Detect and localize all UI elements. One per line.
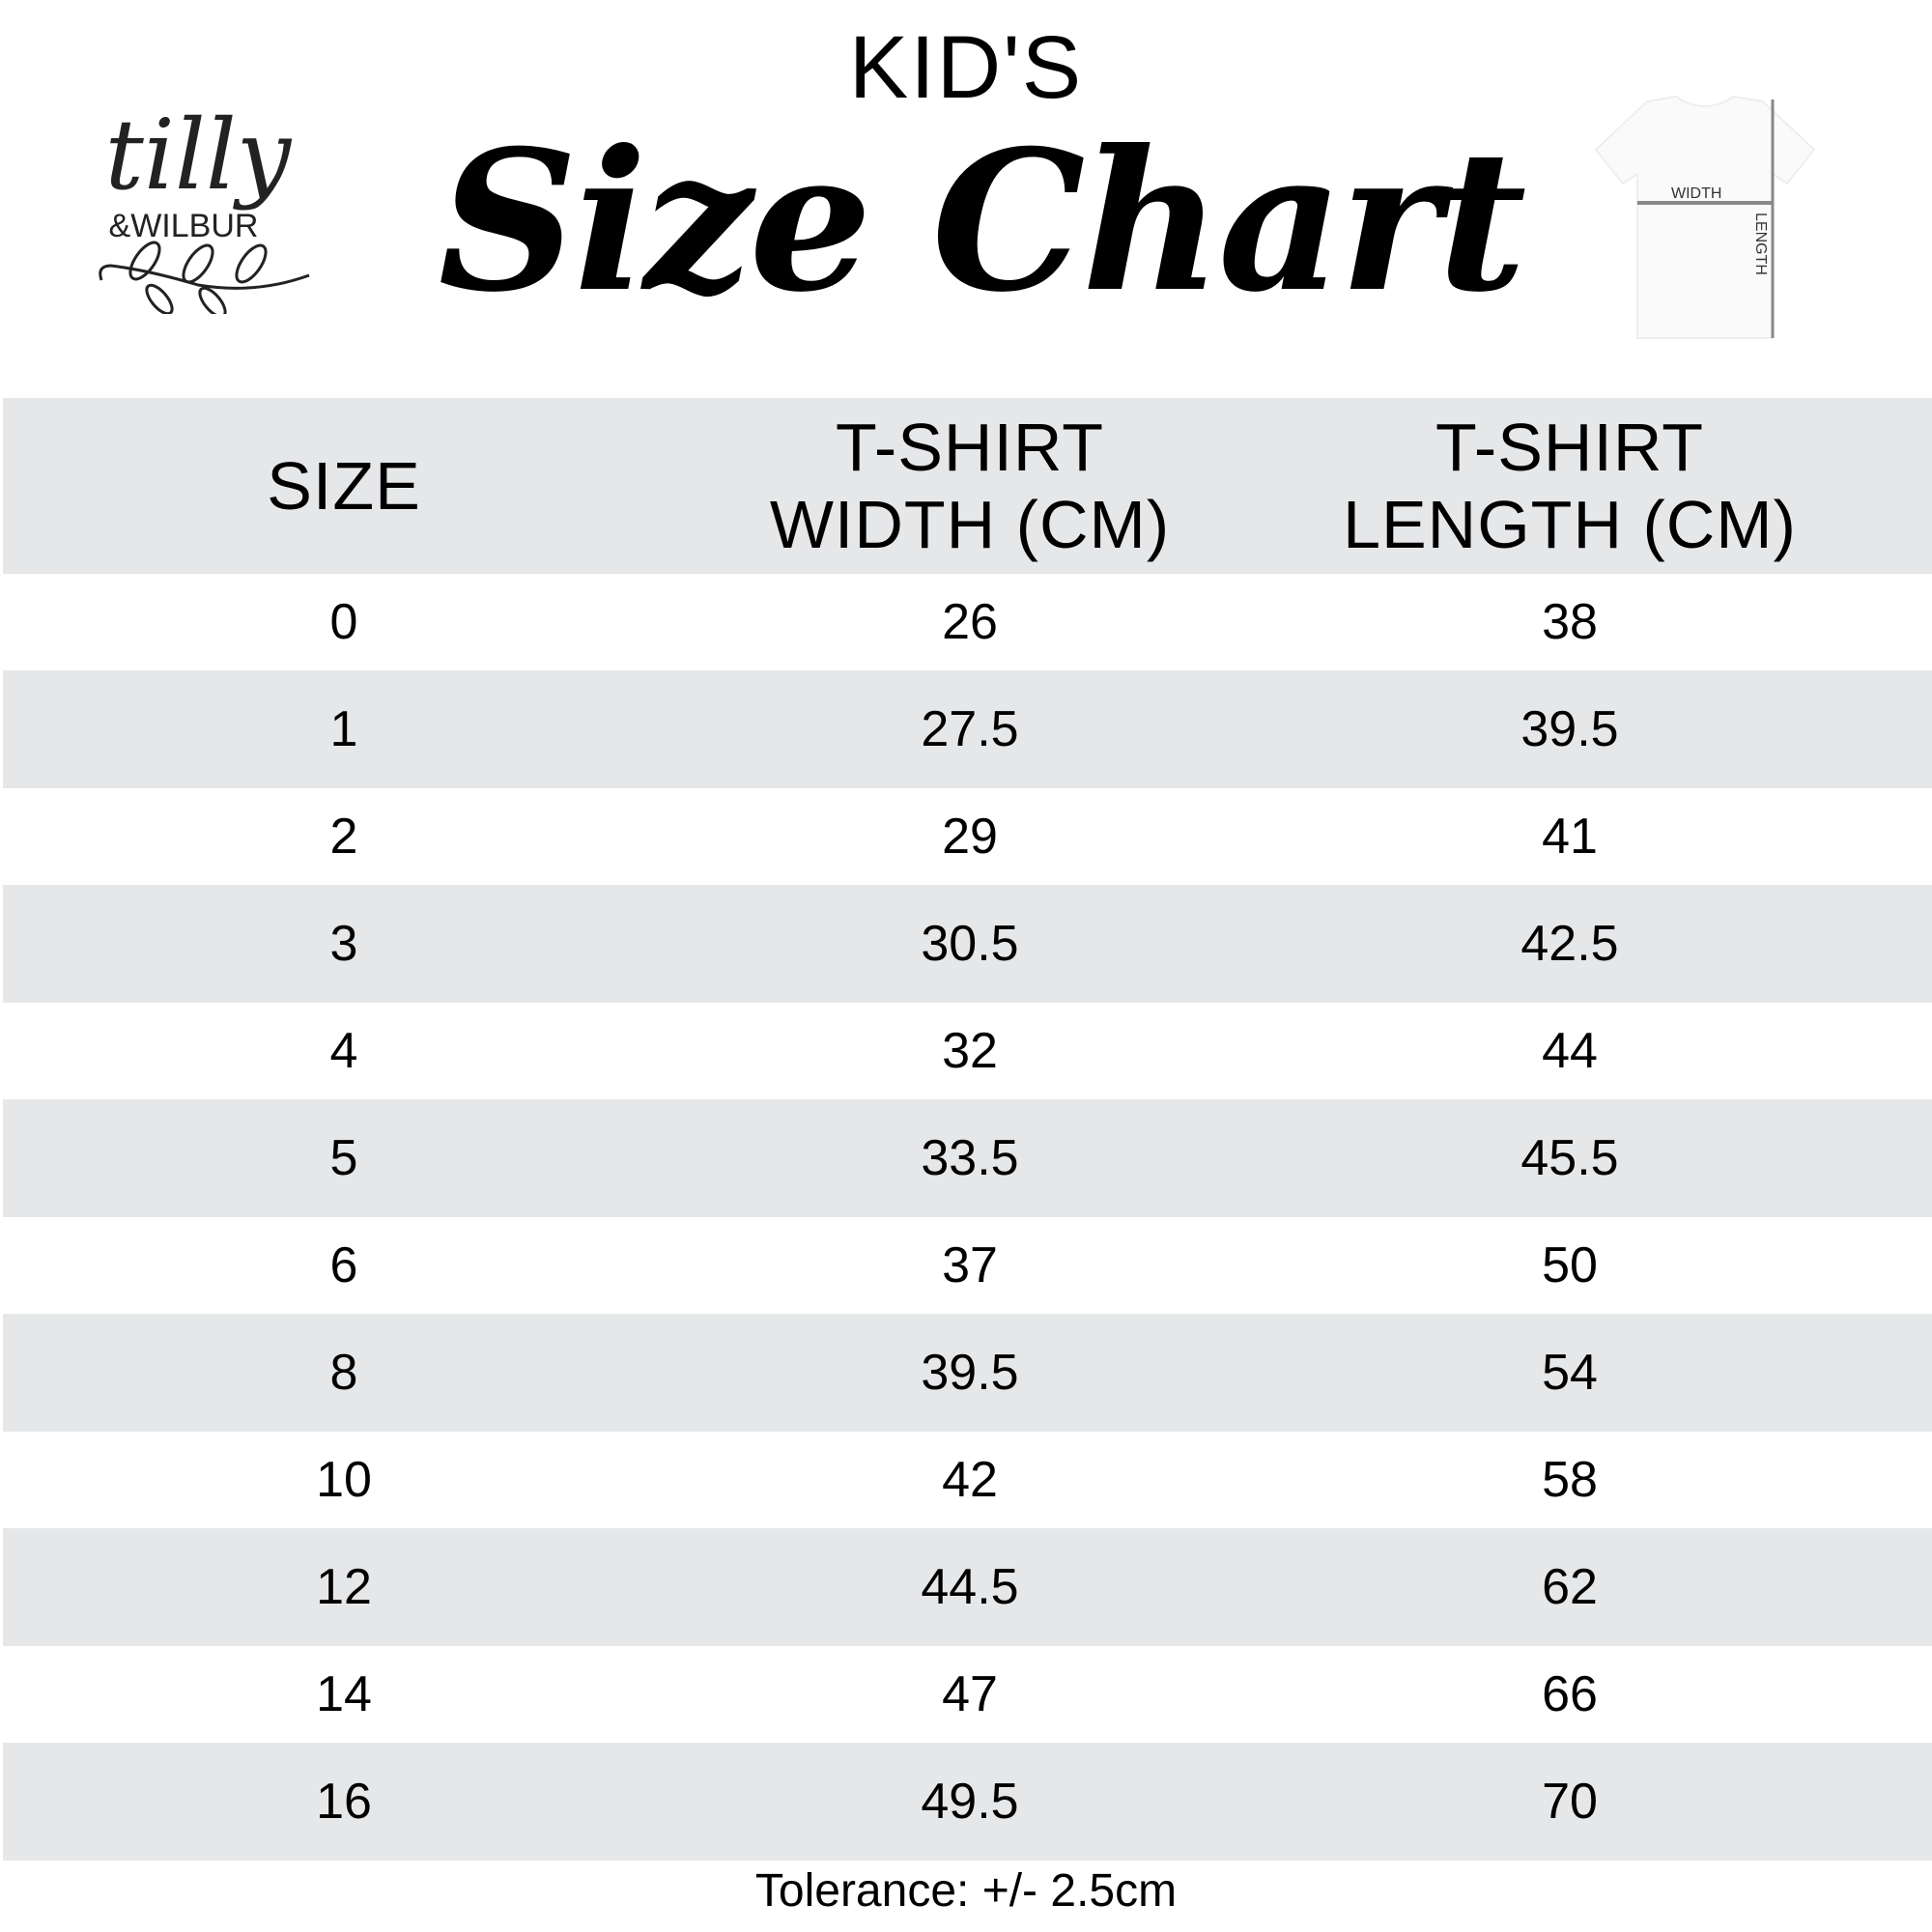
- width-label: WIDTH: [1671, 185, 1721, 202]
- table-row: 1 27.5 39.5: [3, 670, 1932, 788]
- logo-text-wilbur: &WILBUR: [109, 208, 259, 244]
- size-cell: 1: [329, 701, 358, 757]
- table-row: 2 29 41: [3, 788, 1932, 885]
- table-row: 6 37 50: [3, 1217, 1932, 1314]
- length-cell: 38: [1542, 594, 1598, 650]
- width-cell: 33.5: [921, 1130, 1019, 1186]
- length-cell: 50: [1542, 1237, 1598, 1293]
- size-cell: 5: [329, 1130, 358, 1186]
- size-cell: 10: [316, 1452, 372, 1508]
- tshirt-diagram: WIDTH LENGTH: [1594, 95, 1816, 339]
- table-row: 0 26 38: [3, 574, 1932, 670]
- length-cell: 44: [1542, 1023, 1598, 1079]
- size-cell: 4: [329, 1023, 358, 1079]
- tolerance-note: Tolerance: +/- 2.5cm: [754, 1865, 1178, 1917]
- width-cell: 26: [942, 594, 998, 650]
- length-cell: 62: [1542, 1559, 1598, 1615]
- length-cell: 39.5: [1520, 701, 1619, 757]
- table-row: 12 44.5 62: [3, 1528, 1932, 1646]
- table-header: SIZE T-SHIRT WIDTH (CM) T-SHIRT LENGTH (…: [3, 398, 1932, 574]
- table-row: 16 49.5 70: [3, 1743, 1932, 1861]
- header-width-line2: WIDTH (CM): [769, 487, 1171, 562]
- table-row: 5 33.5 45.5: [3, 1099, 1932, 1217]
- length-cell: 66: [1542, 1666, 1598, 1722]
- leaf-branch-icon: [99, 241, 310, 314]
- length-cell: 70: [1542, 1774, 1598, 1830]
- width-cell: 47: [942, 1666, 998, 1722]
- width-cell: 32: [942, 1023, 998, 1079]
- header-width-line1: T-SHIRT: [836, 410, 1104, 485]
- table-row: 4 32 44: [3, 1003, 1932, 1099]
- width-cell: 30.5: [921, 916, 1019, 972]
- size-cell: 2: [329, 809, 358, 865]
- logo-text-tilly: tilly: [105, 99, 293, 212]
- width-cell: 29: [942, 809, 998, 865]
- width-cell: 49.5: [921, 1774, 1019, 1830]
- size-cell: 16: [316, 1774, 372, 1830]
- width-cell: 37: [942, 1237, 998, 1293]
- length-cell: 42.5: [1520, 916, 1619, 972]
- table-row: 3 30.5 42.5: [3, 885, 1932, 1003]
- table-row: 10 42 58: [3, 1432, 1932, 1528]
- brand-logo: tilly &WILBUR: [99, 99, 310, 314]
- page-title: Size Chart: [438, 108, 1527, 335]
- length-cell: 41: [1542, 809, 1598, 865]
- size-cell: 12: [316, 1559, 372, 1615]
- kicker-heading: KID'S: [848, 18, 1084, 117]
- tshirt-icon: [1594, 95, 1816, 339]
- size-cell: 0: [329, 594, 358, 650]
- size-cell: 8: [329, 1345, 358, 1401]
- length-label: LENGTH: [1752, 213, 1769, 275]
- header-length-line2: LENGTH (CM): [1343, 487, 1797, 562]
- header-length-line1: T-SHIRT: [1435, 410, 1704, 485]
- header-length: T-SHIRT LENGTH (CM): [1343, 409, 1797, 563]
- length-cell: 58: [1542, 1452, 1598, 1508]
- length-cell: 45.5: [1520, 1130, 1619, 1186]
- size-cell: 3: [329, 916, 358, 972]
- width-cell: 27.5: [921, 701, 1019, 757]
- length-cell: 54: [1542, 1345, 1598, 1401]
- width-cell: 42: [942, 1452, 998, 1508]
- width-cell: 39.5: [921, 1345, 1019, 1401]
- header-size: SIZE: [267, 448, 421, 524]
- table-row: 8 39.5 54: [3, 1314, 1932, 1432]
- size-cell: 6: [329, 1237, 358, 1293]
- table-body: 0 26 38 1 27.5 39.5 2 29 41 3 30.5 42.5 4 32 44 5 33.5 45…: [3, 574, 1932, 1861]
- size-cell: 14: [316, 1666, 372, 1722]
- header-width: T-SHIRT WIDTH (CM): [770, 409, 1170, 563]
- table-row: 14 47 66: [3, 1646, 1932, 1743]
- size-table: SIZE T-SHIRT WIDTH (CM) T-SHIRT LENGTH (…: [3, 398, 1932, 1861]
- width-cell: 44.5: [921, 1559, 1019, 1615]
